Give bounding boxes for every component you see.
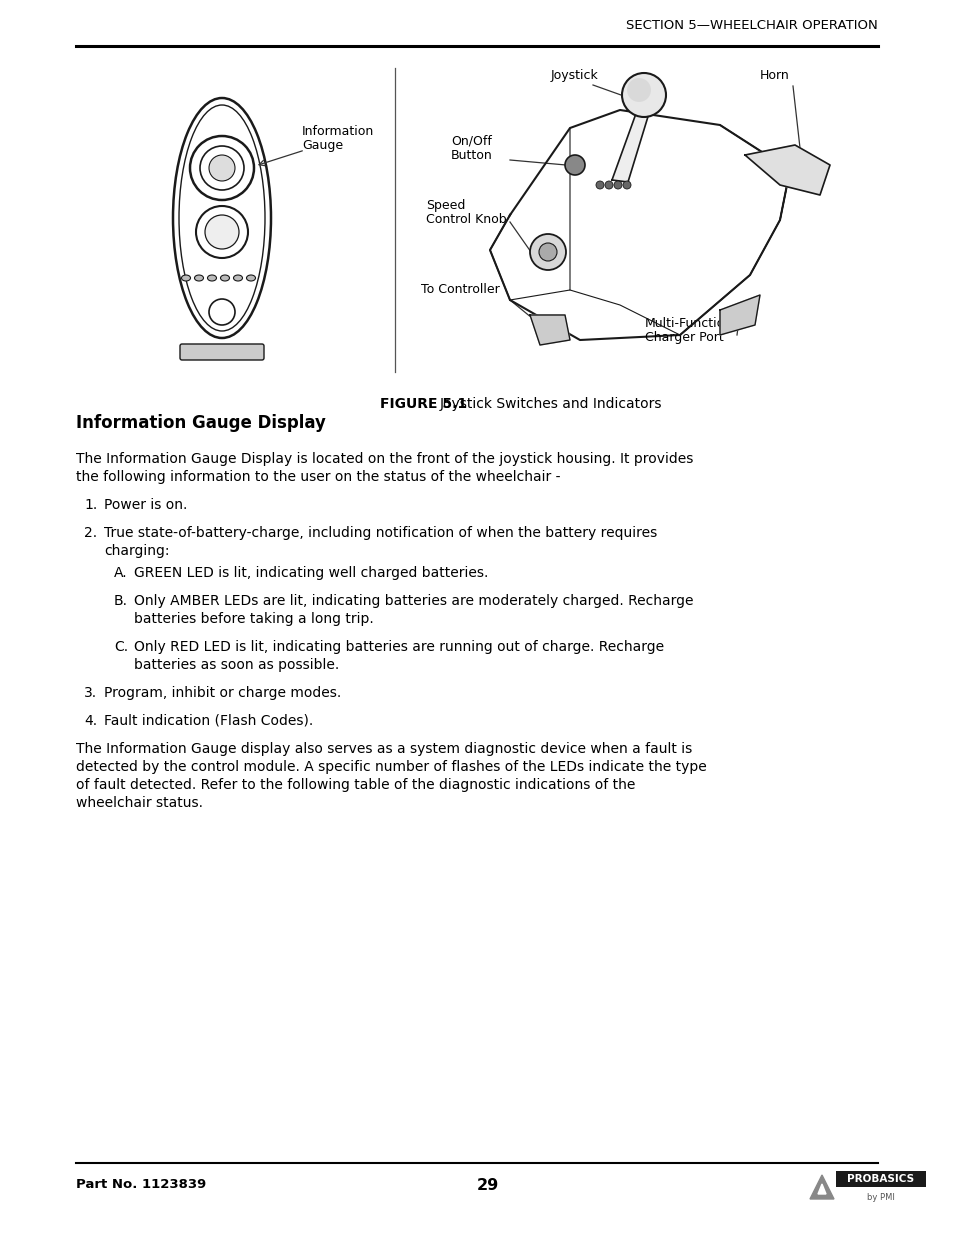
Ellipse shape [181,275,191,282]
Text: charging:: charging: [104,543,170,558]
Circle shape [530,233,565,270]
Text: Fault indication (Flash Codes).: Fault indication (Flash Codes). [104,714,313,727]
Text: 3.: 3. [84,685,97,700]
Polygon shape [530,315,569,345]
FancyBboxPatch shape [180,345,264,359]
Text: To Controller: To Controller [420,283,499,296]
Circle shape [205,215,239,249]
Polygon shape [490,110,789,340]
Text: Button: Button [451,149,493,162]
Text: Power is on.: Power is on. [104,498,187,513]
Circle shape [209,156,234,182]
Polygon shape [720,295,760,335]
Text: Only RED LED is lit, indicating batteries are running out of charge. Recharge: Only RED LED is lit, indicating batterie… [133,640,663,655]
Circle shape [621,73,665,117]
Text: The Information Gauge display also serves as a system diagnostic device when a f: The Information Gauge display also serve… [76,742,692,756]
Text: wheelchair status.: wheelchair status. [76,797,203,810]
Text: Joystick Switches and Indicators: Joystick Switches and Indicators [439,396,661,411]
Text: PROBASICS: PROBASICS [846,1174,914,1184]
Text: True state-of-battery-charge, including notification of when the battery require: True state-of-battery-charge, including … [104,526,657,540]
Text: batteries as soon as possible.: batteries as soon as possible. [133,658,339,672]
Text: C.: C. [113,640,128,655]
Ellipse shape [194,275,203,282]
Polygon shape [612,107,649,182]
Ellipse shape [246,275,255,282]
Circle shape [614,182,621,189]
Text: Only AMBER LEDs are lit, indicating batteries are moderately charged. Recharge: Only AMBER LEDs are lit, indicating batt… [133,594,693,608]
Text: the following information to the user on the status of the wheelchair -: the following information to the user on… [76,471,560,484]
Circle shape [209,299,234,325]
Ellipse shape [179,105,265,331]
Polygon shape [817,1184,825,1194]
Text: 1.: 1. [84,498,97,513]
Circle shape [200,146,244,190]
Circle shape [596,182,603,189]
Text: Program, inhibit or charge modes.: Program, inhibit or charge modes. [104,685,341,700]
Text: Speed: Speed [426,199,465,212]
Polygon shape [744,144,829,195]
Text: Horn: Horn [760,69,789,82]
Text: A.: A. [113,566,128,580]
Circle shape [190,136,253,200]
Text: The Information Gauge Display is located on the front of the joystick housing. I: The Information Gauge Display is located… [76,452,693,466]
Text: batteries before taking a long trip.: batteries before taking a long trip. [133,613,374,626]
Text: SECTION 5—WHEELCHAIR OPERATION: SECTION 5—WHEELCHAIR OPERATION [625,19,877,32]
Ellipse shape [172,98,271,338]
Text: detected by the control module. A specific number of flashes of the LEDs indicat: detected by the control module. A specif… [76,760,706,774]
Polygon shape [809,1174,833,1199]
Text: B.: B. [113,594,128,608]
Text: Information: Information [302,125,374,138]
Circle shape [538,243,557,261]
Text: 29: 29 [476,1178,498,1193]
Text: Control Knob: Control Knob [426,212,506,226]
Text: GREEN LED is lit, indicating well charged batteries.: GREEN LED is lit, indicating well charge… [133,566,488,580]
Ellipse shape [233,275,242,282]
Text: Multi-Function: Multi-Function [644,317,732,330]
Text: Joystick: Joystick [551,69,598,82]
Text: Charger Port: Charger Port [644,331,723,345]
Circle shape [195,206,248,258]
Text: 2.: 2. [84,526,97,540]
Text: FIGURE 5.1: FIGURE 5.1 [379,396,467,411]
Text: by PMI: by PMI [866,1193,894,1202]
Text: Part No. 1123839: Part No. 1123839 [76,1178,206,1191]
Circle shape [626,78,650,103]
Circle shape [604,182,613,189]
Text: Information Gauge Display: Information Gauge Display [76,414,326,432]
Text: Gauge: Gauge [302,140,343,152]
Text: of fault detected. Refer to the following table of the diagnostic indications of: of fault detected. Refer to the followin… [76,778,635,792]
Text: On/Off: On/Off [451,135,492,148]
FancyBboxPatch shape [835,1171,925,1187]
Ellipse shape [208,275,216,282]
Circle shape [564,156,584,175]
Ellipse shape [220,275,230,282]
Circle shape [622,182,630,189]
Text: 4.: 4. [84,714,97,727]
